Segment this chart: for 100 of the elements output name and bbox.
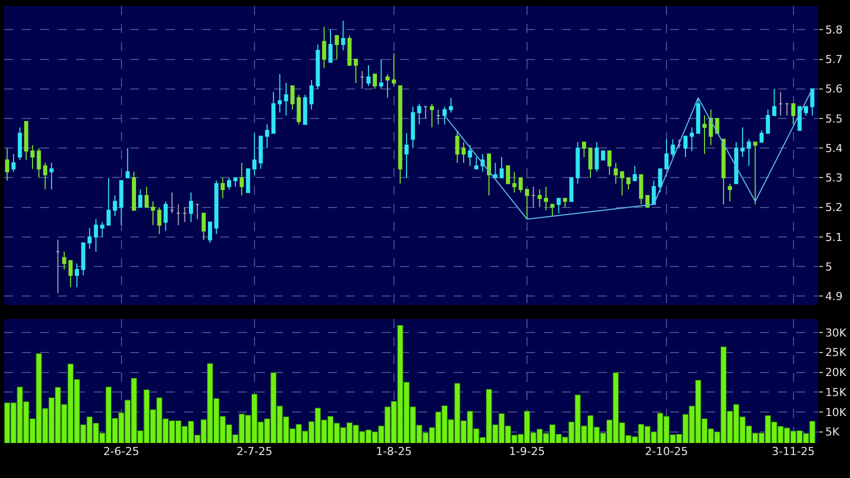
candlestick	[626, 177, 630, 190]
candlestick	[448, 97, 453, 114]
candlestick	[696, 97, 700, 134]
candlestick	[493, 162, 498, 178]
candlestick	[424, 106, 428, 119]
y-tick-label: 15K	[825, 386, 848, 399]
candlestick	[410, 106, 415, 149]
candlestick	[753, 142, 758, 205]
candlestick	[296, 94, 301, 125]
candlestick	[417, 103, 422, 125]
candlestick	[690, 126, 694, 152]
candlestick	[652, 180, 656, 205]
candlestick	[658, 168, 662, 193]
candlestick	[442, 106, 447, 125]
candlestick	[760, 130, 764, 143]
candlestick	[220, 177, 225, 199]
candlestick	[664, 138, 669, 170]
candlestick	[11, 154, 16, 172]
candlestick	[486, 154, 492, 196]
candlestick	[284, 82, 288, 116]
y-tick-label: 25K	[825, 346, 848, 360]
candlestick	[500, 156, 504, 178]
candlestick	[94, 218, 98, 252]
candlestick	[468, 144, 472, 166]
y-tick-label: 5.6	[825, 82, 843, 96]
candlestick	[474, 156, 478, 170]
candlestick	[772, 88, 776, 116]
candlestick	[202, 212, 206, 240]
candlestick	[328, 29, 333, 63]
x-tick-label: 2-6-25	[103, 445, 140, 458]
candlestick	[157, 206, 162, 234]
candlestick	[506, 165, 510, 184]
candlestick	[188, 192, 194, 223]
candlestick	[576, 142, 580, 184]
candlestick	[195, 204, 200, 220]
x-tick-label: 3-11-25	[772, 445, 815, 458]
candlestick	[18, 126, 22, 160]
candlestick	[715, 118, 720, 134]
candlestick	[569, 177, 574, 202]
candlestick	[164, 200, 168, 232]
candlestick	[518, 177, 523, 193]
candlestick	[271, 91, 276, 134]
candlestick	[112, 194, 117, 217]
candlestick	[670, 138, 675, 158]
candlestick	[138, 189, 142, 208]
candlestick	[182, 206, 187, 223]
candlestick	[392, 52, 396, 86]
candlestick	[614, 162, 618, 184]
candlestick	[36, 148, 41, 178]
candlestick	[258, 136, 263, 170]
candlestick	[601, 150, 606, 160]
candlestick	[430, 103, 434, 128]
candlestick	[784, 103, 789, 116]
x-tick-label: 2-10-25	[645, 445, 688, 458]
candlestick	[398, 85, 402, 184]
candlestick	[309, 80, 314, 110]
candlestick	[594, 142, 599, 172]
y-tick-label: 5.8	[825, 24, 843, 37]
candlestick	[126, 148, 130, 178]
candlestick	[620, 171, 624, 196]
candlestick	[538, 189, 542, 208]
candlestick	[354, 58, 358, 84]
candlestick	[728, 183, 732, 202]
x-tick-label: 2-7-25	[236, 445, 272, 458]
candlestick	[106, 177, 111, 226]
y-tick-label: 20K	[825, 366, 848, 380]
candlestick	[639, 174, 644, 205]
candlestick	[778, 91, 783, 116]
candlestick	[708, 109, 713, 146]
candlestick	[5, 148, 10, 182]
candlestick	[531, 186, 536, 208]
candlestick	[246, 168, 250, 193]
candlestick	[766, 109, 770, 134]
candlestick	[404, 132, 409, 178]
y-tick-label: 5.3	[825, 172, 843, 185]
candlestick	[341, 20, 346, 51]
candlestick	[144, 186, 149, 208]
candlestick	[632, 165, 637, 182]
candlestick	[550, 204, 554, 217]
candlestick	[132, 171, 136, 211]
candlestick	[588, 148, 592, 178]
candlestick	[677, 138, 682, 149]
candlestick	[74, 263, 79, 288]
candlestick	[290, 85, 294, 110]
candlestick	[170, 192, 174, 214]
candlestick	[303, 94, 308, 125]
candlestick	[100, 222, 104, 238]
y-tick-label: 5.7	[825, 53, 843, 66]
candlestick	[563, 198, 568, 208]
candlestick	[240, 162, 244, 196]
candlestick	[372, 74, 377, 90]
candlestick	[385, 74, 390, 98]
candlestick	[721, 138, 726, 205]
candlestick	[278, 74, 282, 114]
y-tick-label: 5.5	[825, 112, 843, 126]
candlestick	[740, 126, 745, 158]
candlestick	[233, 177, 238, 188]
candlestick	[462, 142, 466, 164]
y-tick-label: 5	[825, 260, 832, 274]
candlestick	[360, 70, 364, 90]
